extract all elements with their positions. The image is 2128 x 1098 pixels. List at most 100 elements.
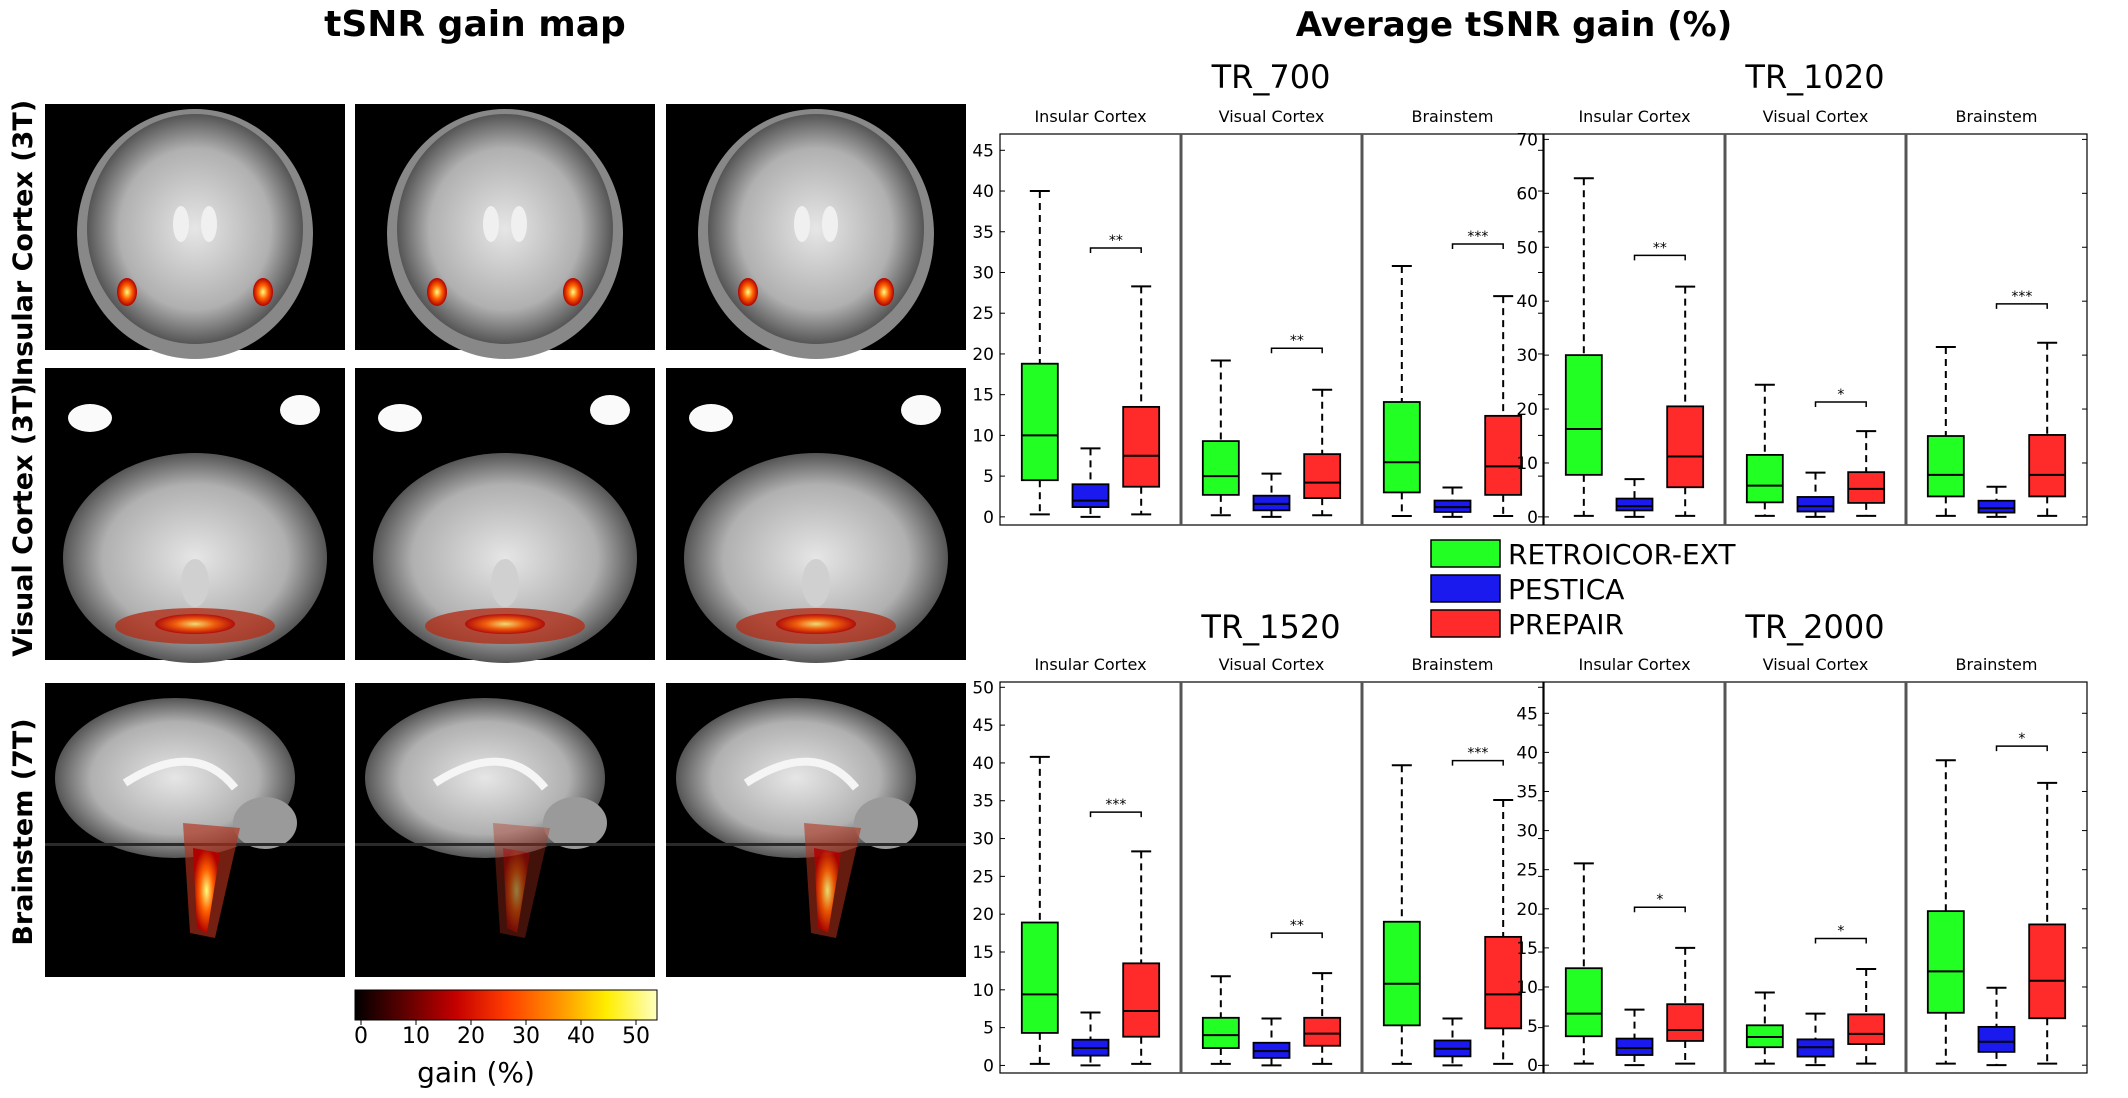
box-iqr [1071, 483, 1110, 508]
brain-image-coronal [666, 104, 966, 359]
box-retroicor-ext [1020, 190, 1059, 516]
gain-hotspot [503, 848, 530, 933]
y-tick-label: 5 [983, 1019, 994, 1039]
brain-tissue [63, 453, 327, 663]
box-iqr [2028, 434, 2067, 498]
y-tick-label: 40 [1516, 743, 1538, 763]
box-pestica [1071, 1011, 1110, 1067]
artifact-line [355, 843, 655, 846]
box-retroicor-ext [1382, 764, 1421, 1065]
y-tick-label: 20 [972, 905, 994, 925]
row-label-brainstem: Brainstem (7T) [8, 718, 39, 945]
box-retroicor-ext [1020, 755, 1059, 1065]
y-tick-label: 15 [972, 943, 994, 963]
panel-title: TR_700 [1211, 58, 1331, 96]
brain-image-coronal [355, 104, 655, 359]
box-iqr [1564, 354, 1603, 476]
panel-title: TR_2000 [1744, 608, 1884, 646]
legend-swatch [1430, 574, 1501, 603]
plot-frame [999, 133, 1544, 526]
significance-label: ** [1109, 233, 1123, 249]
box-pestica [1977, 986, 2016, 1067]
significance-label: * [1837, 387, 1844, 403]
gain-hotspot [814, 848, 841, 933]
legend-swatch [1430, 609, 1501, 638]
corpus-callosum [122, 757, 239, 791]
boxplot-panel: TR_700 0 5 10 15 20 25 30 35 40 45 Insular Cortex **… [972, 58, 1544, 528]
y-tick-label: 10 [972, 426, 994, 446]
panel-title: TR_1520 [1200, 608, 1340, 646]
y-tick-label: 40 [972, 754, 994, 774]
box-prepair [1484, 295, 1523, 518]
y-tick-label: 35 [1516, 782, 1538, 802]
y-tick-label: 20 [1516, 900, 1538, 920]
box-retroicor-ext [1201, 359, 1240, 517]
y-tick-label: 30 [972, 830, 994, 850]
colorbar-tick-label: 40 [567, 1024, 595, 1049]
y-tick-label: 25 [972, 304, 994, 324]
group-label: Visual Cortex [1763, 655, 1869, 674]
gain-hotspot [465, 614, 545, 634]
y-tick-label: 30 [1516, 346, 1538, 366]
box-prepair [2028, 781, 2067, 1065]
significance-bracket [1633, 906, 1686, 913]
eye [378, 404, 422, 432]
ventricle [173, 206, 189, 242]
y-tick-label: 50 [1516, 238, 1538, 258]
box-iqr [1745, 453, 1784, 504]
eye [280, 395, 320, 425]
box-prepair [1666, 946, 1705, 1065]
group-label: Visual Cortex [1219, 655, 1325, 674]
gain-hotspot [193, 848, 220, 933]
box-retroicor-ext [1564, 177, 1603, 517]
gain-hotspot [253, 278, 273, 306]
boxplot-panel: TR_2000 0 5 10 15 20 25 30 35 40 45 Insular Cortex *… [1516, 608, 2088, 1076]
brain-tissue [87, 114, 303, 344]
brain-image-grid [45, 104, 966, 977]
box-iqr [1796, 496, 1835, 513]
y-tick-label: 45 [972, 716, 994, 736]
box-iqr [1382, 401, 1421, 494]
plot-frame [1543, 133, 2088, 526]
y-tick-label: 10 [1516, 454, 1538, 474]
y-tick-label: 30 [1516, 822, 1538, 842]
y-tick-label: 40 [1516, 292, 1538, 312]
cerebellum [543, 797, 607, 849]
group-label: Visual Cortex [1219, 107, 1325, 126]
row-label-insular: Insular Cortex (3T) [8, 100, 39, 386]
significance-label: * [1656, 892, 1663, 908]
box-prepair [1484, 798, 1523, 1065]
ventricle [794, 206, 810, 242]
group-label: Brainstem [1956, 107, 2038, 126]
box-iqr [1926, 910, 1965, 1014]
colorbar-gradient [354, 989, 658, 1021]
significance-bracket [1451, 243, 1504, 249]
box-iqr [1615, 497, 1654, 512]
box-iqr [1615, 1037, 1654, 1056]
box-iqr [1847, 471, 1886, 504]
y-tick-label: 60 [1516, 184, 1538, 204]
y-tick-label: 0 [1527, 1056, 1538, 1076]
group-label: Brainstem [1412, 655, 1494, 674]
colorbar: gain (%) 0 10 20 30 40 50 [354, 989, 658, 1089]
box-iqr [1020, 921, 1059, 1034]
gain-hotspot [563, 278, 583, 306]
y-tick-label: 40 [972, 182, 994, 202]
ventricle [483, 206, 499, 242]
colorbar-tick-label: 20 [457, 1024, 485, 1049]
significance-bracket [1814, 401, 1867, 408]
box-retroicor-ext [1201, 975, 1240, 1065]
y-tick-label: 0 [983, 508, 994, 528]
ventricle [822, 206, 838, 242]
y-tick-label: 15 [972, 386, 994, 406]
box-iqr [1977, 499, 2016, 514]
gain-hotspot [155, 614, 235, 634]
group-label: Insular Cortex [1578, 107, 1690, 126]
brainstem-structure [802, 559, 830, 607]
boxplot-panel: TR_1020 0 10 20 30 40 50 60 70 Insular Cortex ** Vi… [1516, 58, 2088, 528]
gain-hotspot [776, 614, 856, 634]
significance-bracket [1995, 303, 2048, 309]
box-prepair [1122, 850, 1161, 1065]
ventricle [511, 206, 527, 242]
